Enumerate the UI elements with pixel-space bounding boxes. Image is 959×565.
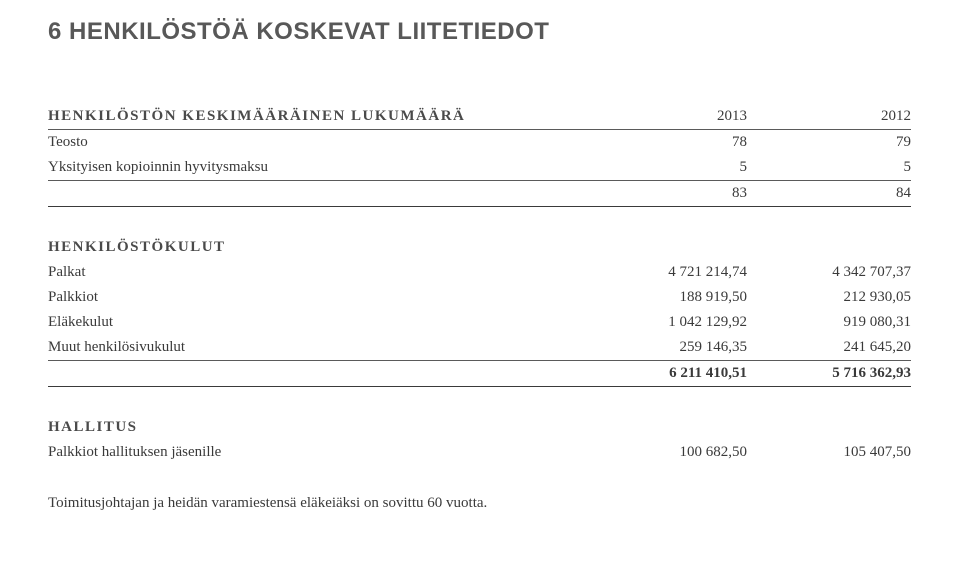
row-value-1: 5: [583, 155, 747, 181]
row-label: [48, 181, 583, 207]
year-col-2: 2012: [747, 104, 911, 130]
board-heading: HALLITUS: [48, 415, 583, 440]
row-label: Teosto: [48, 130, 583, 156]
footnote: Toimitusjohtajan ja heidän varamiestensä…: [48, 495, 911, 512]
row-value-1: 6 211 410,51: [583, 361, 747, 387]
row-value-2: 5 716 362,93: [747, 361, 911, 387]
headcount-header: HENKILÖSTÖN KESKIMÄÄRÄINEN LUKUMÄÄRÄ 201…: [48, 104, 911, 130]
row-label: Palkat: [48, 260, 583, 285]
personnel-table: HENKILÖSTÖN KESKIMÄÄRÄINEN LUKUMÄÄRÄ 201…: [48, 104, 911, 465]
costs-heading: HENKILÖSTÖKULUT: [48, 235, 583, 260]
table-row: Palkkiot hallituksen jäsenille 100 682,5…: [48, 440, 911, 465]
table-row: Teosto 78 79: [48, 130, 911, 156]
row-value-1: 83: [583, 181, 747, 207]
row-label: Palkkiot hallituksen jäsenille: [48, 440, 583, 465]
row-value-2: 919 080,31: [747, 310, 911, 335]
row-value-2: 5: [747, 155, 911, 181]
row-label: Muut henkilösivukulut: [48, 335, 583, 361]
table-row: Palkat 4 721 214,74 4 342 707,37: [48, 260, 911, 285]
row-value-1: 78: [583, 130, 747, 156]
spacer: [48, 207, 911, 236]
row-label: [48, 361, 583, 387]
table-row: Palkkiot 188 919,50 212 930,05: [48, 285, 911, 310]
row-value-2: 79: [747, 130, 911, 156]
costs-total: 6 211 410,51 5 716 362,93: [48, 361, 911, 387]
row-value-1: 188 919,50: [583, 285, 747, 310]
row-value-2: 212 930,05: [747, 285, 911, 310]
year-col-1: 2013: [583, 104, 747, 130]
row-value-2: 4 342 707,37: [747, 260, 911, 285]
row-value-1: 1 042 129,92: [583, 310, 747, 335]
costs-header: HENKILÖSTÖKULUT: [48, 235, 911, 260]
page-title: 6 HENKILÖSTÖÄ KOSKEVAT LIITETIEDOT: [48, 18, 911, 46]
spacer: [48, 387, 911, 416]
row-value-2: 105 407,50: [747, 440, 911, 465]
row-value-1: 4 721 214,74: [583, 260, 747, 285]
row-label: Yksityisen kopioinnin hyvitysmaksu: [48, 155, 583, 181]
row-value-1: 100 682,50: [583, 440, 747, 465]
row-label: Eläkekulut: [48, 310, 583, 335]
table-row: Eläkekulut 1 042 129,92 919 080,31: [48, 310, 911, 335]
page: 6 HENKILÖSTÖÄ KOSKEVAT LIITETIEDOT HENKI…: [0, 0, 959, 512]
table-row: Muut henkilösivukulut 259 146,35 241 645…: [48, 335, 911, 361]
row-value-2: 241 645,20: [747, 335, 911, 361]
row-value-2: 84: [747, 181, 911, 207]
row-value-1: 259 146,35: [583, 335, 747, 361]
table-row: Yksityisen kopioinnin hyvitysmaksu 5 5: [48, 155, 911, 181]
headcount-heading: HENKILÖSTÖN KESKIMÄÄRÄINEN LUKUMÄÄRÄ: [48, 104, 583, 130]
row-label: Palkkiot: [48, 285, 583, 310]
headcount-total: 83 84: [48, 181, 911, 207]
board-header: HALLITUS: [48, 415, 911, 440]
